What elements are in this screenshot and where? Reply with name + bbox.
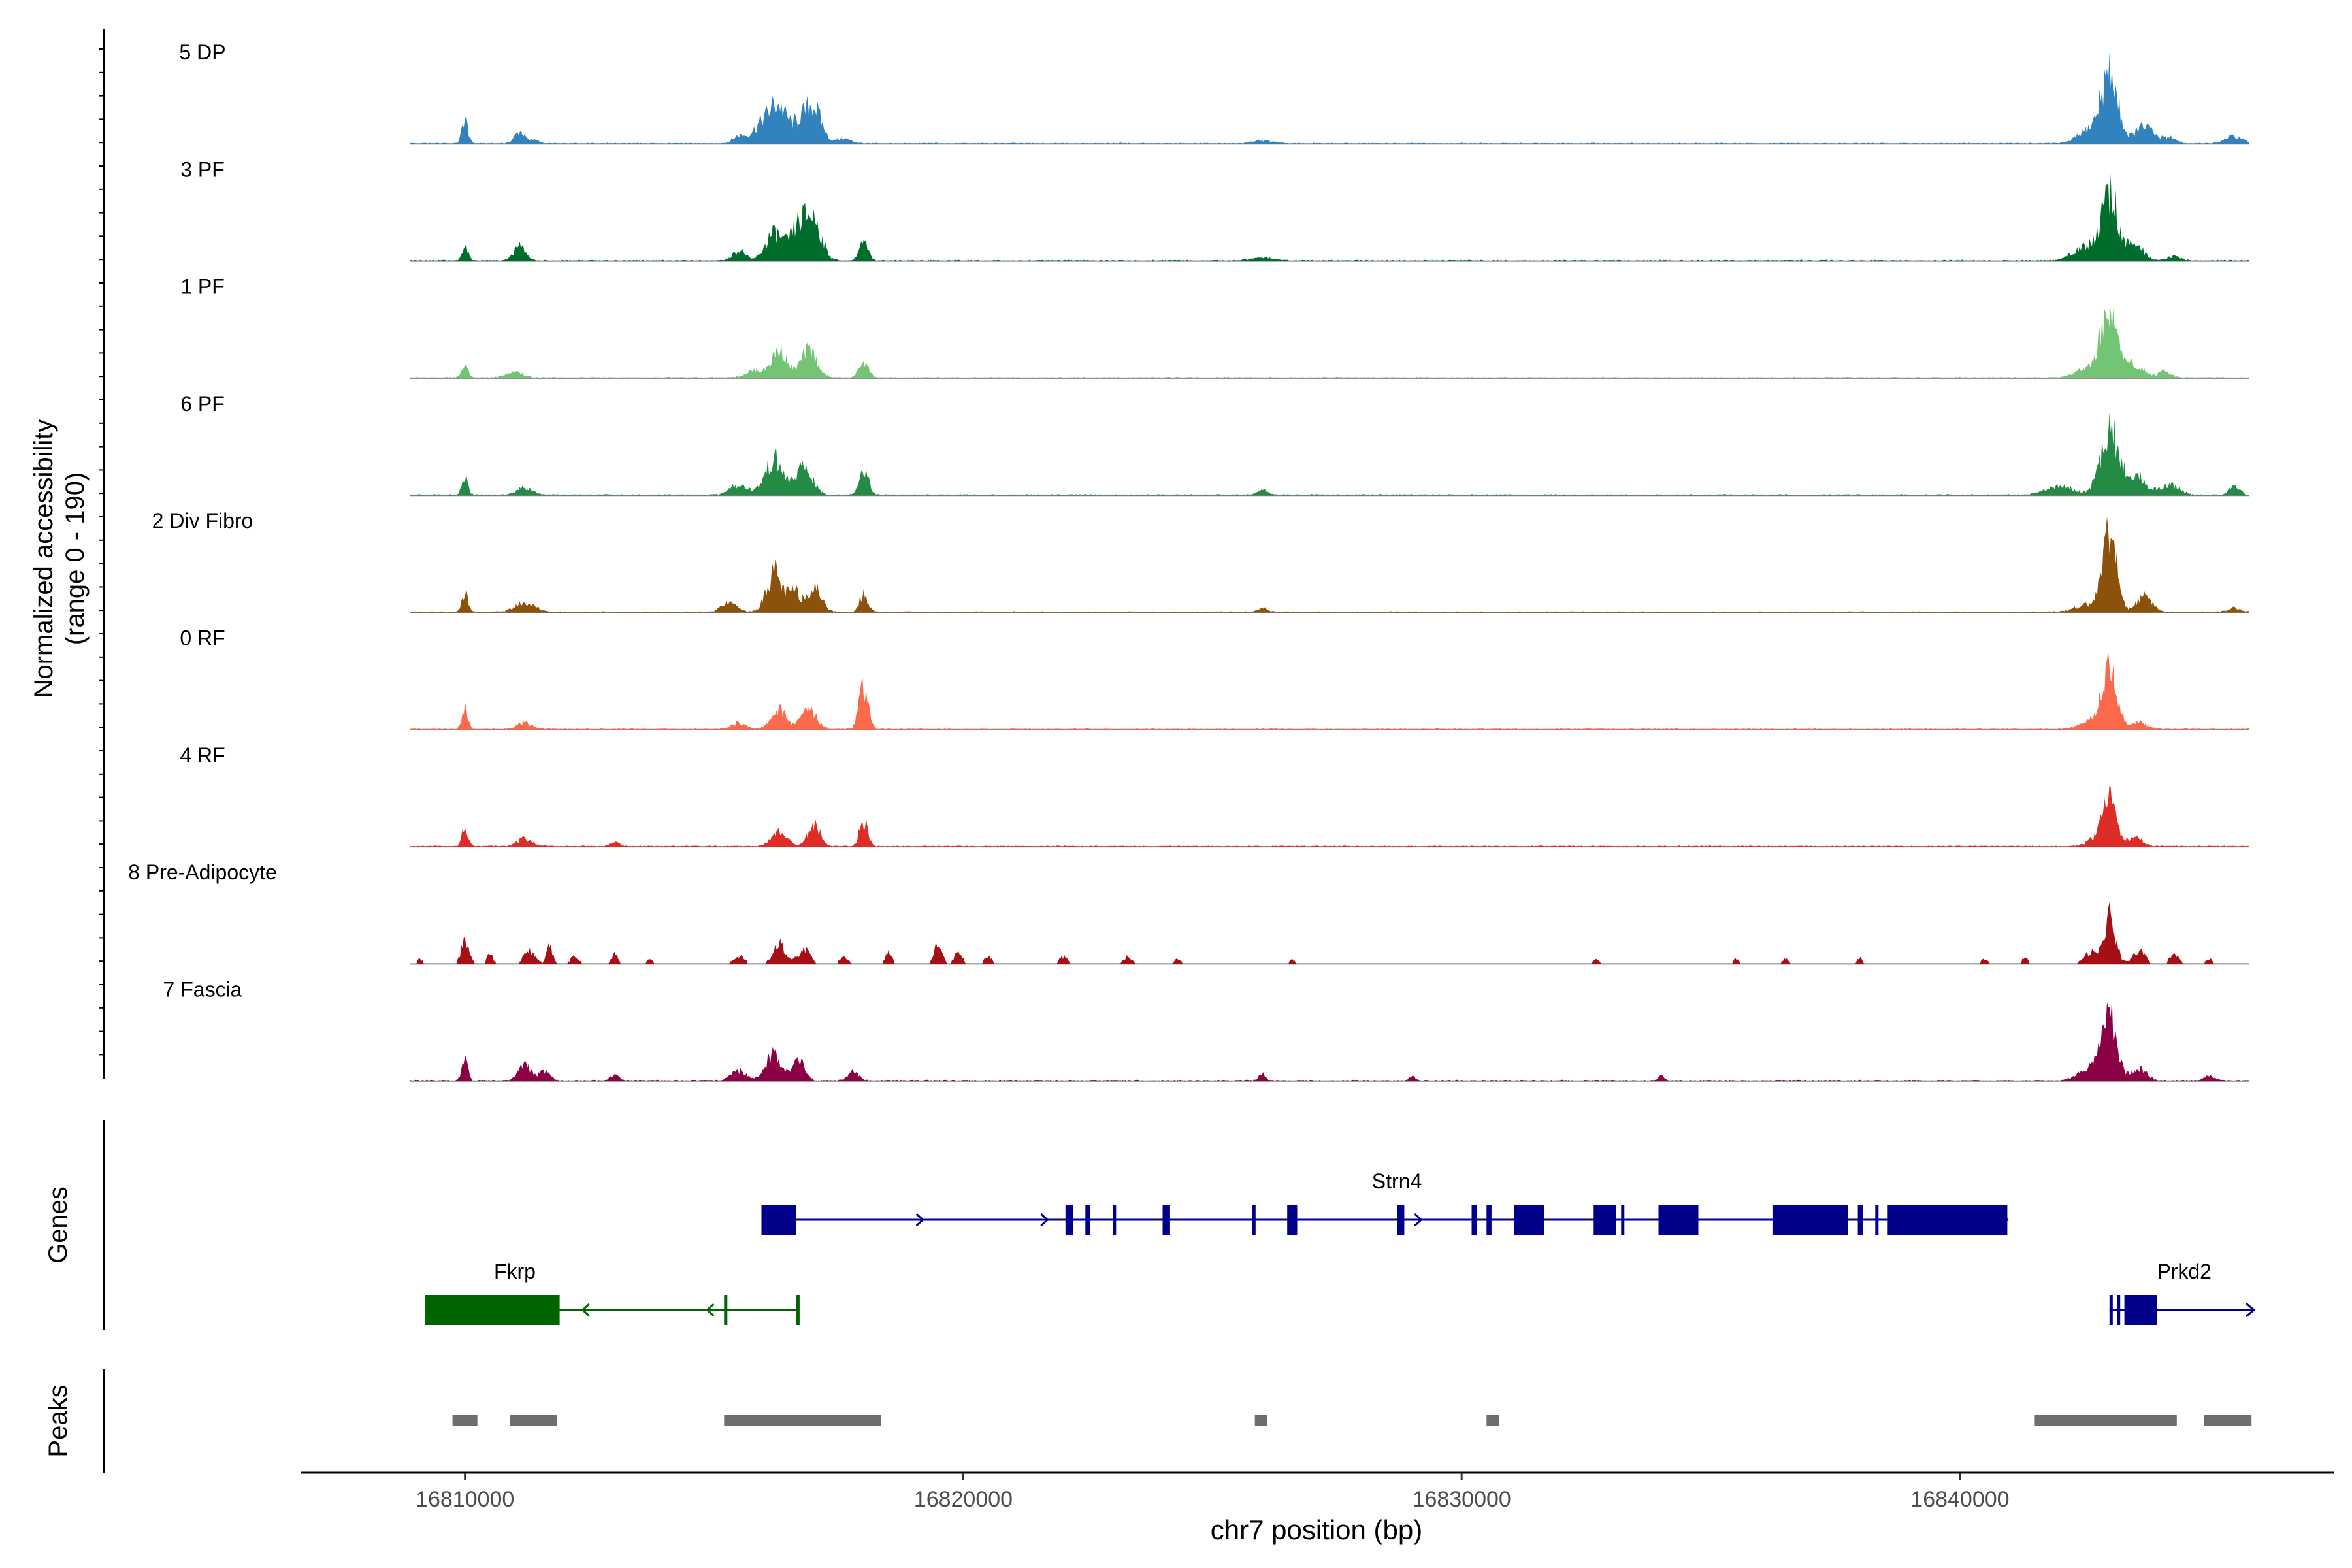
x-tick-label: 16830000 — [1413, 1487, 1511, 1512]
coverage-area — [410, 651, 2249, 730]
gene-exon — [796, 1295, 800, 1325]
gene-exon — [1621, 1205, 1625, 1235]
coverage-area — [410, 52, 2249, 144]
peak-region — [510, 1415, 557, 1426]
peak-region — [2204, 1415, 2252, 1426]
gene-label: Fkrp — [494, 1260, 536, 1283]
gene-exon — [1887, 1205, 2008, 1235]
y-axis-label-line2: (range 0 - 190) — [61, 472, 90, 645]
gene-exon — [1593, 1205, 1616, 1235]
track-4-rf: 4 RF — [180, 743, 2249, 848]
genes-panel-label: Genes — [44, 1186, 73, 1264]
coverage-area — [410, 307, 2249, 378]
coverage-tracks: 5 DP 3 PF 1 PF 6 PF 2 Div Fibro 0 RF 4 RF 8 Pre… — [128, 41, 2249, 1082]
strand-arrow — [2246, 1302, 2256, 1318]
gene-label: Strn4 — [1372, 1169, 1422, 1193]
peak-region — [1254, 1415, 1267, 1426]
coverage-area — [410, 998, 2249, 1081]
track-label: 0 RF — [180, 627, 225, 650]
gene-exon — [1857, 1205, 1863, 1235]
track-2-div-fibro: 2 Div Fibro — [152, 509, 2249, 613]
track-label: 8 Pre-Adipocyte — [128, 860, 277, 884]
coverage-area — [410, 412, 2249, 496]
gene-label: Prkd2 — [2157, 1260, 2212, 1283]
coverage-area — [410, 173, 2249, 261]
peak-region — [2034, 1415, 2177, 1426]
gene-exon — [1486, 1205, 1492, 1235]
track-6-pf: 6 PF — [180, 392, 2249, 497]
peak-region — [724, 1415, 881, 1426]
track-0-rf: 0 RF — [180, 627, 2249, 730]
gene-exon — [1162, 1205, 1170, 1235]
gene-strn4: Strn4 — [761, 1169, 2009, 1235]
peak-region — [452, 1415, 478, 1426]
gene-exon — [1397, 1205, 1405, 1235]
track-label: 3 PF — [180, 157, 225, 181]
x-axis-label: chr7 position (bp) — [1211, 1514, 1423, 1545]
coverage-area — [410, 902, 2249, 964]
track-label: 6 PF — [180, 392, 225, 416]
coverage-area — [410, 785, 2249, 847]
gene-exon — [1065, 1205, 1073, 1235]
x-tick-label: 16840000 — [1910, 1487, 2009, 1512]
gene-exon — [761, 1205, 796, 1235]
x-tick-label: 16820000 — [914, 1487, 1013, 1512]
track-label: 1 PF — [180, 275, 225, 299]
peak-regions — [452, 1415, 2252, 1426]
strand-arrow — [1414, 1213, 1423, 1227]
gene-exon — [1085, 1205, 1090, 1235]
gene-exon — [1772, 1205, 1848, 1235]
gene-exon — [1113, 1205, 1117, 1235]
track-8-pre-adipocyte: 8 Pre-Adipocyte — [128, 860, 2249, 965]
track-label: 4 RF — [180, 743, 225, 767]
coverage-area — [410, 517, 2249, 613]
y-axis-ticks — [99, 48, 104, 1056]
gene-exon — [1471, 1205, 1477, 1235]
gene-exon — [2124, 1295, 2157, 1325]
track-label: 5 DP — [179, 41, 225, 64]
track-label: 7 Fascia — [163, 977, 242, 1001]
track-3-pf: 3 PF — [180, 157, 2249, 262]
gene-exon — [1287, 1205, 1298, 1235]
gene-exon — [2109, 1295, 2113, 1325]
gene-prkd2: Prkd2 — [2109, 1260, 2256, 1325]
y-axis-label-line1: Normalized accessibility — [29, 419, 58, 698]
gene-exon — [1252, 1205, 1256, 1235]
track-label: 2 Div Fibro — [152, 509, 253, 532]
strand-arrow — [1040, 1213, 1049, 1227]
gene-annotations: Strn4 Fkrp Prkd2 — [425, 1169, 2256, 1325]
track-5-dp: 5 DP — [179, 41, 2249, 145]
peaks-panel-label: Peaks — [44, 1384, 73, 1457]
gene-exon — [1658, 1205, 1699, 1235]
gene-exon — [425, 1295, 560, 1325]
gene-fkrp: Fkrp — [425, 1260, 800, 1325]
strand-arrow — [706, 1303, 715, 1317]
gene-exon — [1514, 1205, 1544, 1235]
track-1-pf: 1 PF — [180, 275, 2249, 379]
strand-arrow — [581, 1303, 590, 1317]
gene-exon — [2117, 1295, 2121, 1325]
peak-region — [1486, 1415, 1499, 1426]
x-axis-ticks: 16810000 16820000 16830000 16840000 — [416, 1473, 2010, 1512]
gene-exon — [1875, 1205, 1879, 1235]
gene-exon — [724, 1295, 728, 1325]
track-7-fascia: 7 Fascia — [163, 977, 2249, 1082]
strand-arrow — [915, 1213, 924, 1227]
x-tick-label: 16810000 — [416, 1487, 514, 1512]
